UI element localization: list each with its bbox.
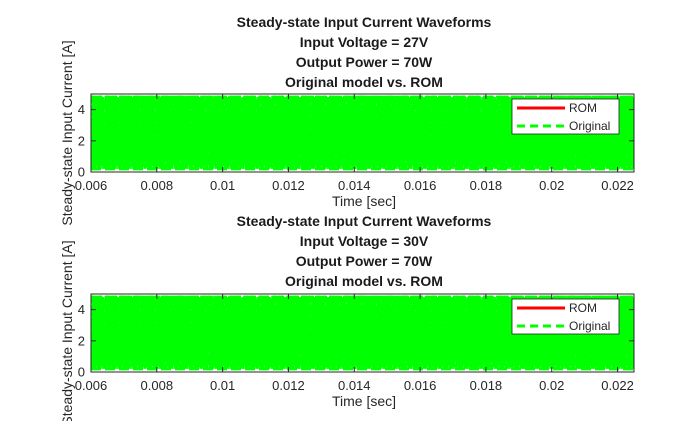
y-tick-label: 0 [78,365,85,380]
subplot-2: Steady-state Input Current Waveforms Inp… [59,213,635,421]
y-tick-label: 0 [78,165,85,180]
legend: ROM Original [511,298,620,335]
chart-title-line: Output Power = 70W [296,253,433,269]
legend: ROM Original [511,98,620,135]
axis-ticks: 0.006 0.008 0.01 0.012 0.014 0.016 0.018 0.02 0.… [75,294,634,393]
y-tick-label: 4 [78,302,85,317]
x-tick-label: 0.02 [539,178,564,193]
x-tick-label: 0.006 [75,378,108,393]
chart-title-line: Input Voltage = 30V [300,233,429,249]
chart-title-line: Steady-state Input Current Waveforms [237,14,492,30]
y-axis-label: Steady-state Input Current [A] [59,40,75,225]
x-tick-label: 0.006 [75,178,108,193]
x-tick-label: 0.01 [210,178,235,193]
x-axis-label: Time [sec] [332,193,396,209]
chart-title-line: Original model vs. ROM [285,273,443,289]
x-tick-label: 0.018 [470,178,503,193]
plot-data [91,295,634,371]
legend-label-original: Original [569,119,610,133]
x-tick-label: 0.012 [272,178,305,193]
y-tick-label: 4 [78,102,85,117]
y-tick-label: 2 [78,133,85,148]
legend-label-original: Original [569,319,610,333]
legend-label-rom: ROM [569,301,597,315]
chart-title-line: Steady-state Input Current Waveforms [237,213,492,229]
x-tick-label: 0.01 [210,378,235,393]
axes-box [90,293,635,373]
x-axis-label: Time [sec] [332,393,396,409]
y-axis-label: Steady-state Input Current [A] [59,240,75,421]
axes-box [90,93,635,173]
subplot-1: Steady-state Input Current Waveforms Inp… [59,14,635,226]
x-tick-label: 0.008 [141,378,174,393]
x-tick-label: 0.012 [272,378,305,393]
x-tick-label: 0.018 [470,378,503,393]
axis-ticks: 0.006 0.008 0.01 0.012 0.014 0.016 0.018 0.02 0.… [75,94,634,193]
y-tick-label: 2 [78,333,85,348]
legend-label-rom: ROM [569,101,597,115]
x-tick-label: 0.016 [404,378,437,393]
chart-title-line: Original model vs. ROM [285,74,443,90]
x-tick-label: 0.02 [539,378,564,393]
x-tick-label: 0.014 [338,178,371,193]
legend-box [511,98,620,135]
x-tick-label: 0.014 [338,378,371,393]
x-tick-label: 0.016 [404,178,437,193]
chart-title-line: Output Power = 70W [296,54,433,70]
x-tick-label: 0.008 [141,178,174,193]
x-tick-label: 0.022 [601,378,634,393]
chart-title-line: Input Voltage = 27V [300,34,429,50]
legend-box [511,298,620,335]
x-tick-label: 0.022 [601,178,634,193]
